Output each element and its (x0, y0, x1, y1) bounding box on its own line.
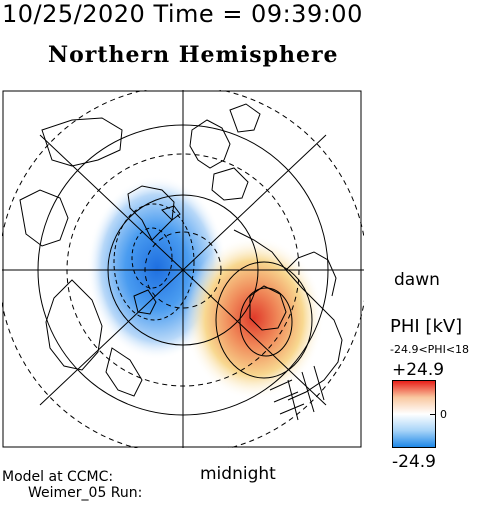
colorbar-zero: 0 (440, 408, 447, 421)
potential-contours (113, 203, 195, 321)
model-at-label: Model at CCMC: (2, 469, 114, 485)
us-grid (269, 365, 325, 421)
dawn-label: dawn (394, 270, 440, 290)
colorbar-zero-tick (430, 414, 436, 415)
grid (2, 90, 364, 448)
datetime-title: 10/25/2020 Time = 09:39:00 (2, 0, 363, 28)
colorbar (392, 380, 436, 448)
midnight-label: midnight (200, 464, 276, 484)
map-frame (2, 90, 362, 448)
hemisphere-title: Northern Hemisphere (48, 42, 339, 68)
polar-potential-map (2, 90, 364, 448)
colorbar-title: PHI [kV] (390, 316, 463, 337)
colorbar-range: -24.9<PHI<18 (390, 343, 470, 356)
positive-cell (184, 236, 324, 400)
colorbar-max: +24.9 (392, 360, 445, 380)
colorbar-min: -24.9 (392, 452, 436, 472)
potential-field (87, 176, 324, 400)
model-run-label: Weimer_05 Run: (28, 485, 143, 501)
coastlines (19, 103, 343, 401)
